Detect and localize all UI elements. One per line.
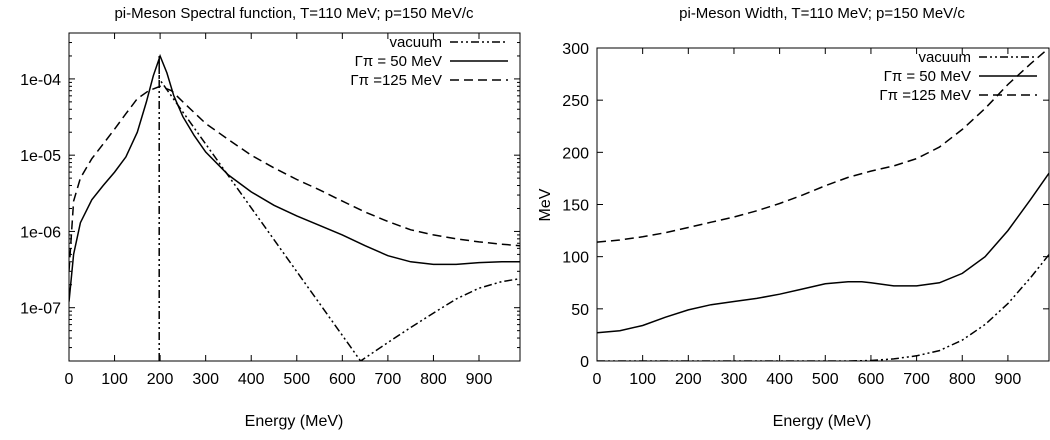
x-tick-label: 300 (192, 371, 219, 388)
y-tick-label: 100 (562, 250, 589, 267)
tick-labels: 0 100 200 300 400 500 600 700 800 900 0 50 100 150 200… (562, 41, 1021, 388)
plot-frame (68, 32, 521, 362)
y-tick-label: 250 (562, 93, 589, 110)
chart-title: pi-Meson Width, T=110 MeV; p=150 MeV/c (679, 5, 965, 22)
x-axis-label: Energy (MeV) (245, 413, 344, 430)
series-line (69, 53, 520, 302)
x-tick-label: 500 (283, 371, 310, 388)
x-axis-label: Energy (MeV) (773, 413, 872, 430)
series-line (597, 254, 1049, 361)
x-tick-label: 0 (593, 371, 602, 388)
series-line (597, 48, 1049, 243)
legend: vacuum Γπ = 50 MeV Γπ =125 MeV (350, 34, 508, 89)
chart-width: pi-Meson Width, T=110 MeV; p=150 MeV/c 0… (537, 5, 1050, 430)
y-tick-label: 0 (580, 354, 589, 371)
x-tick-label: 900 (466, 371, 493, 388)
x-tick-label: 700 (375, 371, 402, 388)
series-line (597, 172, 1049, 334)
x-tick-label: 400 (766, 371, 793, 388)
x-tick-label: 300 (721, 371, 748, 388)
y-tick-label: 1e-04 (20, 72, 61, 89)
x-tick-label: 200 (675, 371, 702, 388)
legend-label: vacuum (918, 49, 971, 66)
y-tick-label: 1e-05 (20, 148, 61, 165)
x-tick-label: 800 (420, 371, 447, 388)
x-tick-label: 400 (238, 371, 265, 388)
x-tick-label: 900 (995, 371, 1022, 388)
x-tick-label: 500 (812, 371, 839, 388)
legend-label: Γπ = 50 MeV (355, 53, 442, 70)
x-tick-label: 600 (858, 371, 885, 388)
x-tick-label: 100 (101, 371, 128, 388)
y-tick-label: 50 (571, 302, 589, 319)
x-tick-label: 600 (329, 371, 356, 388)
x-tick-label: 800 (949, 371, 976, 388)
legend-label: Γπ = 50 MeV (884, 68, 971, 85)
chart-spectral-function: pi-Meson Spectral function, T=110 MeV; p… (20, 5, 521, 430)
series-line (158, 56, 520, 361)
y-tick-label: 150 (562, 198, 589, 215)
legend-label: Γπ =125 MeV (879, 87, 971, 104)
legend: vacuum Γπ = 50 MeV Γπ =125 MeV (879, 49, 1037, 104)
y-tick-label: 200 (562, 145, 589, 162)
x-tick-label: 0 (65, 371, 74, 388)
series-line (69, 85, 520, 272)
tick-labels: 0 100 200 300 400 500 600 700 800 900 1e-07 1e-06 1e… (20, 72, 492, 388)
legend-label: Γπ =125 MeV (350, 72, 442, 89)
y-tick-label: 300 (562, 41, 589, 58)
y-tick-label: 1e-07 (20, 301, 61, 318)
axis-ticks (68, 33, 520, 361)
legend-label: vacuum (389, 34, 442, 51)
x-tick-label: 100 (629, 371, 656, 388)
y-axis-label: MeV (537, 188, 554, 221)
data-lines (597, 48, 1049, 361)
x-tick-label: 200 (147, 371, 174, 388)
chart-title: pi-Meson Spectral function, T=110 MeV; p… (114, 5, 474, 22)
y-tick-label: 1e-06 (20, 224, 61, 241)
x-tick-label: 700 (903, 371, 930, 388)
data-lines (69, 53, 520, 361)
